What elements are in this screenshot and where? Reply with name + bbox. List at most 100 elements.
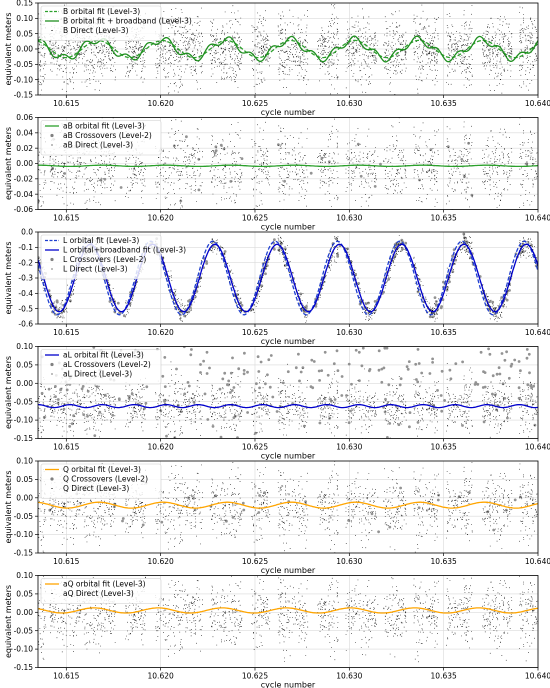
legend-box: [40, 578, 162, 604]
legend-point-marker: [51, 144, 53, 146]
legend-box: [40, 234, 162, 280]
x-axis-label: cycle number: [261, 566, 316, 575]
legend: aB orbital fit (Level-3)aB Crossovers (L…: [40, 120, 162, 156]
y-tick-label: 0.04: [16, 128, 33, 137]
y-tick-label: -0.10: [14, 530, 34, 539]
y-tick-label: -0.10: [14, 416, 34, 425]
y-tick-label: -0.10: [14, 75, 34, 84]
y-axis-label: equivalent meters: [4, 127, 13, 200]
x-tick-label: 10.620: [148, 214, 174, 223]
x-tick-label: 10.640: [525, 99, 550, 108]
x-tick-label: 10.620: [148, 443, 174, 452]
legend-grey-marker: [50, 257, 54, 262]
y-axis-label: equivalent meters: [4, 12, 13, 85]
y-tick-label: 0.00: [16, 159, 33, 168]
legend-point-marker: [51, 593, 53, 594]
y-tick-label: 0.10: [16, 342, 33, 351]
legend-grey-marker: [50, 477, 54, 481]
y-tick-label: -0.06: [14, 205, 34, 214]
legend-grey-marker: [50, 133, 54, 138]
y-tick-label: 0.10: [16, 457, 33, 466]
y-tick-label: -0.04: [14, 190, 34, 199]
y-tick-label: 0.10: [16, 571, 33, 580]
plot-frame: [37, 231, 539, 325]
x-tick-label: 10.630: [336, 557, 362, 566]
fit-line: [38, 35, 538, 63]
fit-line: [38, 39, 538, 59]
fit-line: [38, 164, 538, 168]
x-tick-label: 10.625: [242, 672, 268, 681]
legend-entry: aQ Direct (Level-3): [63, 589, 134, 598]
fit-line: [38, 501, 538, 509]
x-tick-label: 10.620: [148, 557, 174, 566]
y-axis-label: equivalent meters: [4, 356, 13, 429]
legend: aQ orbital fit (Level-3)aQ Direct (Level…: [40, 578, 162, 604]
x-tick-label: 10.615: [53, 557, 79, 566]
x-tick-label: 10.615: [53, 99, 79, 108]
y-tick-label: -0.15: [14, 663, 34, 672]
x-tick-label: 10.635: [431, 557, 457, 566]
x-tick-label: 10.630: [336, 443, 362, 452]
y-tick-label: -0.5: [18, 304, 33, 313]
chart-panel-1: 10.615 10.620 10.625 10.630 10.635 10.640 -0.1…: [4, 0, 550, 117]
x-tick-label: 10.625: [242, 214, 268, 223]
plot-marks: [38, 117, 538, 210]
legend-entry: Q Crossovers (Level-2): [63, 475, 148, 484]
plot-marks: [38, 461, 538, 553]
y-tick-label: 0.00: [16, 608, 33, 617]
legend-entry: Q Direct (Level-3): [63, 484, 129, 493]
legend-entry: L orbital+broadband fit (Level-3): [63, 246, 186, 255]
legend-entry: B Direct (Level-3): [63, 26, 129, 35]
y-tick-label: 0.00: [16, 493, 33, 502]
x-tick-label: 10.640: [525, 214, 550, 223]
x-tick-label: 10.620: [148, 99, 174, 108]
y-tick-label: 0.06: [16, 113, 33, 122]
y-tick-label: 0.05: [16, 361, 33, 370]
x-tick-label: 10.620: [148, 672, 174, 681]
x-tick-label: 10.615: [53, 328, 79, 337]
x-tick-label: 10.630: [336, 672, 362, 681]
x-tick-label: 10.635: [431, 443, 457, 452]
x-tick-label: 10.635: [431, 214, 457, 223]
plot-frame: [37, 460, 539, 554]
x-tick-label: 10.625: [242, 328, 268, 337]
y-tick-label: 0.05: [16, 590, 33, 599]
chart-panel-3: 10.615 10.620 10.625 10.630 10.635 10.640 -0.6…: [4, 228, 550, 346]
y-tick-label: -0.15: [14, 549, 34, 558]
y-tick-label: -0.05: [14, 397, 34, 406]
y-tick-label: 0.0: [21, 228, 33, 237]
legend-entry: L Direct (Level-3): [63, 265, 128, 274]
legend: L orbital fit (Level-3)L orbital+broadba…: [40, 234, 186, 280]
legend-point-marker: [51, 268, 53, 270]
y-tick-label: -0.15: [14, 434, 34, 443]
legend-point-marker: [51, 488, 53, 489]
fit-line: [38, 243, 538, 313]
legend-box: [40, 120, 162, 156]
y-tick-label: 0.10: [16, 14, 33, 23]
x-axis-label: cycle number: [261, 681, 316, 688]
y-tick-label: 0.05: [16, 475, 33, 484]
y-tick-label: 0.00: [16, 379, 33, 388]
x-tick-label: 10.640: [525, 443, 550, 452]
y-tick-label: -0.3: [18, 274, 33, 283]
x-tick-label: 10.615: [53, 214, 79, 223]
legend-entry: L Crossovers (Level-2): [63, 255, 146, 264]
y-tick-label: 0.02: [16, 144, 33, 153]
x-axis-label: cycle number: [261, 337, 316, 346]
legend-entry: L orbital fit (Level-3): [63, 236, 139, 245]
x-tick-label: 10.630: [336, 99, 362, 108]
legend-entry: aQ orbital fit (Level-3): [63, 580, 146, 589]
y-tick-label: -0.15: [14, 91, 34, 100]
direct-points: [38, 4, 538, 95]
chart-panel-5: 10.615 10.620 10.625 10.630 10.635 10.640 -0.1…: [4, 457, 550, 575]
plot-marks: [38, 346, 538, 439]
fit-line: [38, 607, 538, 614]
plot-marks: [38, 4, 538, 95]
chart-panel-6: 10.615 10.620 10.625 10.630 10.635 10.640 -0.1…: [4, 571, 550, 688]
plot-marks: [38, 575, 538, 663]
y-tick-label: -0.4: [18, 289, 33, 298]
x-tick-label: 10.615: [53, 443, 79, 452]
y-tick-label: -0.10: [14, 645, 34, 654]
y-tick-label: -0.05: [14, 512, 34, 521]
